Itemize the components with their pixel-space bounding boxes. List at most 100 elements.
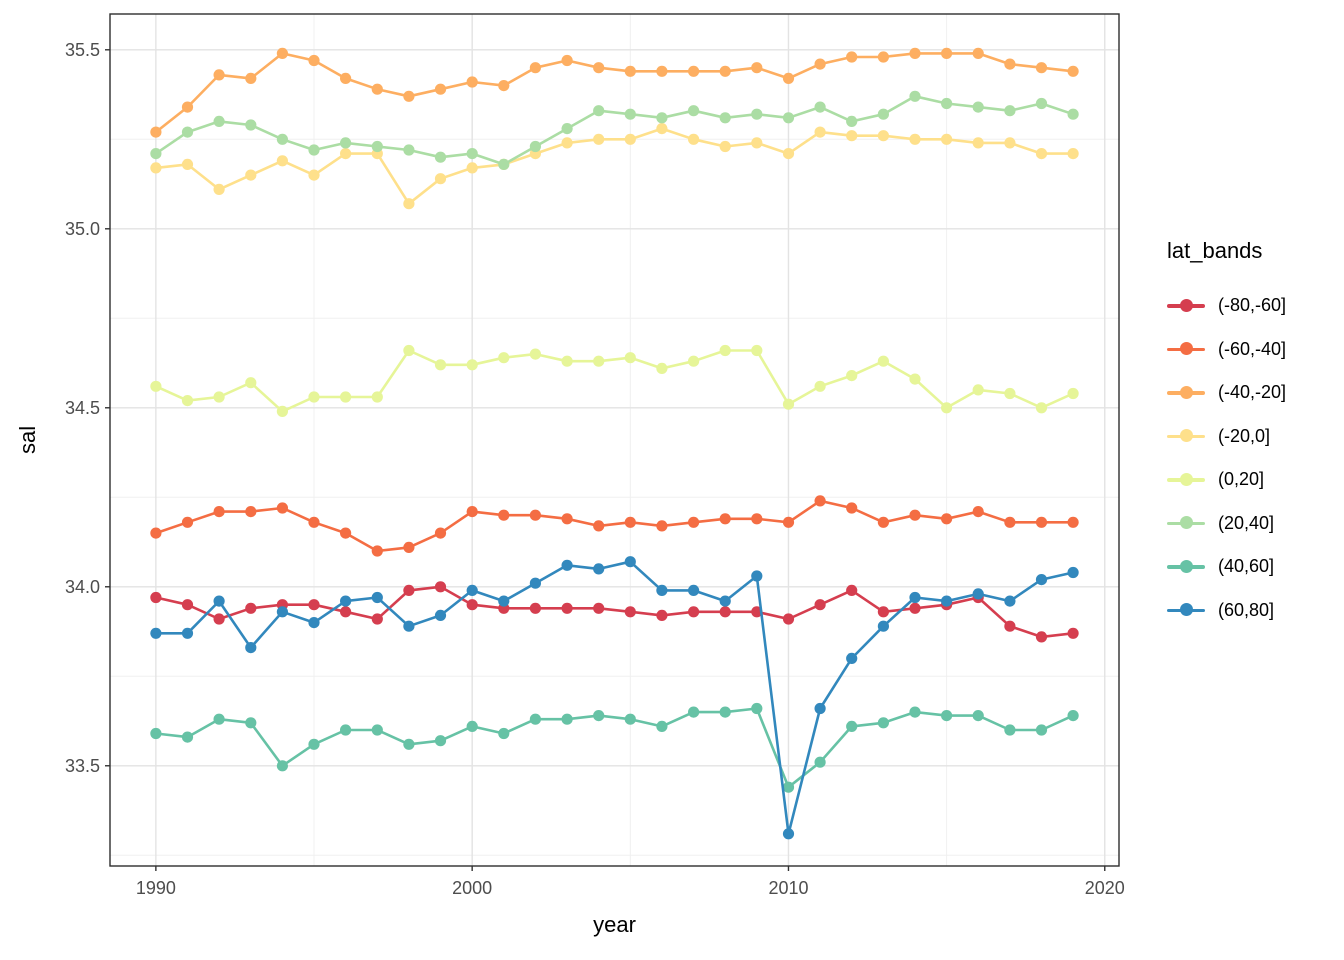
data-point xyxy=(245,506,257,518)
data-point xyxy=(403,541,415,554)
data-point xyxy=(782,112,795,124)
data-point xyxy=(719,112,731,124)
data-point xyxy=(371,724,383,736)
data-point xyxy=(150,148,162,160)
data-point xyxy=(561,355,573,367)
data-point xyxy=(181,101,194,113)
data-point xyxy=(877,130,890,142)
data-point xyxy=(972,47,984,60)
data-point xyxy=(561,713,573,725)
data-point xyxy=(245,72,257,84)
data-point xyxy=(972,588,984,600)
data-point xyxy=(276,606,288,618)
data-point xyxy=(1067,516,1079,528)
data-point xyxy=(466,584,478,597)
data-point xyxy=(466,162,478,174)
data-point xyxy=(688,65,700,77)
data-point xyxy=(972,506,984,518)
data-point xyxy=(846,720,858,733)
data-point xyxy=(561,54,573,67)
data-point xyxy=(276,155,288,167)
data-point xyxy=(529,713,542,725)
data-point xyxy=(656,65,668,77)
data-point xyxy=(782,781,795,793)
legend-key-glyph xyxy=(1167,597,1205,623)
legend-item: (-60,-40] xyxy=(1167,328,1286,372)
y-tick-label: 34.0 xyxy=(65,577,100,597)
data-point xyxy=(593,355,605,367)
data-point xyxy=(276,47,288,60)
data-point xyxy=(941,710,953,722)
data-point xyxy=(656,584,668,597)
data-point xyxy=(1004,58,1016,70)
data-point xyxy=(403,144,415,156)
data-point xyxy=(593,105,605,117)
data-point xyxy=(656,520,668,532)
data-point xyxy=(688,584,700,597)
data-point xyxy=(751,137,763,149)
data-point xyxy=(751,570,763,582)
data-point xyxy=(466,720,478,733)
data-point xyxy=(688,706,700,718)
data-point xyxy=(181,158,194,170)
data-point xyxy=(1035,724,1048,736)
data-point xyxy=(371,140,383,153)
data-point xyxy=(656,362,668,374)
data-point xyxy=(972,384,984,396)
data-point xyxy=(529,140,542,153)
data-point xyxy=(593,710,605,722)
data-point xyxy=(624,108,636,120)
data-point xyxy=(434,173,447,185)
data-point xyxy=(1035,148,1048,160)
data-point xyxy=(782,828,795,840)
data-point xyxy=(150,591,162,604)
data-point xyxy=(877,620,890,632)
data-point xyxy=(561,602,573,614)
data-point xyxy=(466,76,478,88)
legend-key-glyph xyxy=(1167,510,1205,536)
data-point xyxy=(403,584,415,597)
data-point xyxy=(751,702,763,715)
data-point xyxy=(245,642,257,654)
legend-key-glyph xyxy=(1167,380,1205,406)
legend: lat_bands (-80,-60] (-60,-40] (-40,-20] (-2… xyxy=(1167,238,1286,632)
data-point xyxy=(624,556,636,568)
legend-item: (-40,-20] xyxy=(1167,371,1286,415)
data-point xyxy=(1067,387,1079,400)
data-point xyxy=(972,137,984,149)
data-point xyxy=(340,391,352,403)
data-point xyxy=(593,563,605,575)
data-point xyxy=(213,506,225,518)
legend-key-dot xyxy=(1179,603,1193,617)
data-point xyxy=(909,373,921,385)
legend-key-dot xyxy=(1179,559,1193,573)
legend-key-dot xyxy=(1179,385,1193,399)
data-point xyxy=(751,513,763,525)
legend-item: (20,40] xyxy=(1167,502,1286,546)
data-point xyxy=(434,735,447,747)
data-point xyxy=(941,513,953,525)
data-point xyxy=(498,727,510,740)
data-point xyxy=(434,359,447,371)
data-point xyxy=(213,613,225,625)
data-point xyxy=(245,169,257,181)
data-point xyxy=(340,527,352,539)
data-point xyxy=(150,727,162,740)
data-point xyxy=(814,599,826,611)
data-point xyxy=(561,513,573,525)
data-point xyxy=(150,527,162,539)
legend-label: (-60,-40] xyxy=(1218,338,1287,359)
data-point xyxy=(941,595,953,607)
legend-key-dot xyxy=(1179,342,1193,356)
data-point xyxy=(814,101,826,113)
data-point xyxy=(1035,402,1048,414)
data-point xyxy=(1067,566,1079,579)
data-point xyxy=(624,713,636,725)
data-point xyxy=(877,516,890,528)
data-point xyxy=(814,756,826,768)
data-point xyxy=(529,577,542,589)
data-point xyxy=(877,355,890,367)
data-point xyxy=(276,502,288,514)
legend-label: (20,40] xyxy=(1218,512,1275,533)
